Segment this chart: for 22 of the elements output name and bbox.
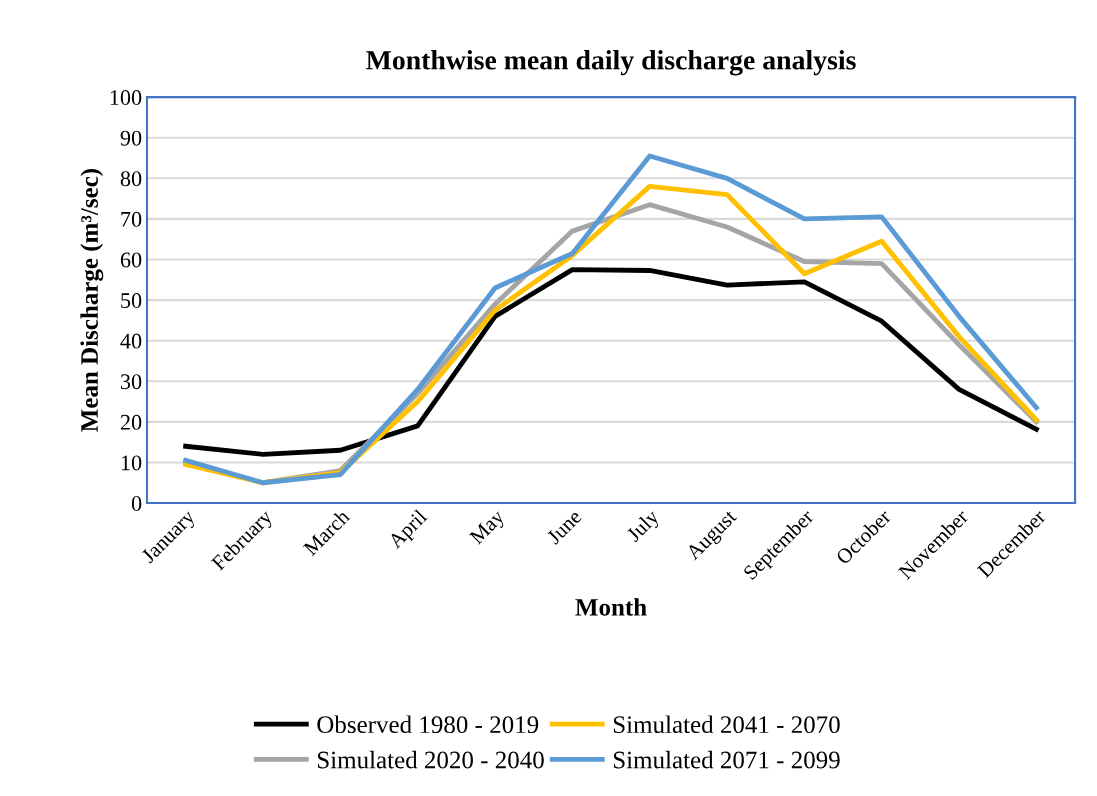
y-tick-label: 60 [120, 252, 142, 268]
y-tick-label: 20 [120, 414, 142, 430]
y-tick-label: 0 [131, 496, 142, 511]
y-tick-label: 10 [121, 455, 142, 471]
y-tick-label: 40 [120, 333, 142, 349]
legend-label: Simulated 2071 - 2099 [613, 750, 840, 769]
y-tick-label: 90 [120, 130, 142, 146]
y-tick-label: 80 [120, 171, 142, 187]
x-tick-label: June [546, 509, 583, 545]
x-tick-label: May [468, 508, 509, 548]
x-tick-label: July [625, 507, 664, 546]
y-tick-label: 100 [110, 90, 142, 106]
legend-label: Simulated 2041 - 2070 [613, 715, 840, 734]
y-tick-label: 50 [121, 293, 142, 309]
y-axis-title: Mean Discharge (m³/sec) [80, 169, 104, 432]
y-tick-label: 70 [121, 211, 142, 227]
legend-label: Observed 1980 - 2019 [317, 715, 539, 734]
y-tick-label: 30 [120, 374, 142, 390]
chart-title: Monthwise mean daily discharge analysis [366, 50, 856, 76]
line-series [183, 267, 1039, 457]
x-axis-title: Month [575, 598, 647, 616]
legend-label: Simulated 2020 - 2040 [317, 750, 544, 769]
